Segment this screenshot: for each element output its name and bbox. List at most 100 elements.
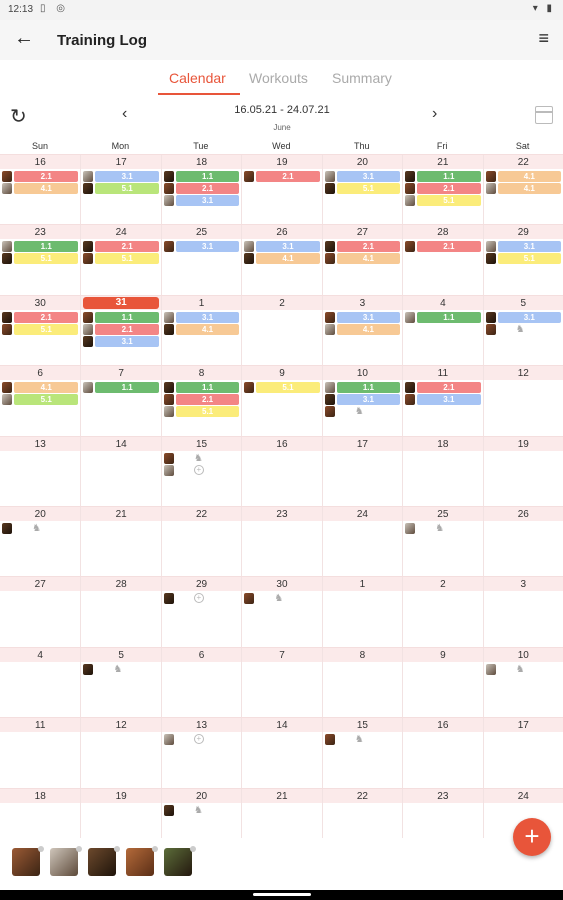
calendar-day-cell[interactable]: 9 5.1	[241, 366, 321, 437]
workout-bar[interactable]: 2.1	[175, 183, 240, 194]
calendar-day-cell[interactable]: 5 3.1 ♞	[482, 295, 563, 366]
calendar-day-cell[interactable]: 10 ♞	[482, 647, 563, 718]
workout-entry[interactable]: 3.1	[485, 311, 561, 324]
workout-bar[interactable]: 4.1	[14, 183, 79, 194]
workout-entry[interactable]: ♞	[163, 452, 239, 465]
calendar-day-cell[interactable]: 24	[321, 507, 402, 577]
workout-entry[interactable]: 4.1	[324, 323, 401, 336]
workout-bar[interactable]: 2.1	[175, 394, 240, 406]
calendar-day-cell[interactable]: 30 ♞	[241, 577, 321, 648]
workout-entry[interactable]: 5.1	[2, 323, 79, 336]
workout-entry[interactable]: ♞	[2, 523, 78, 535]
workout-bar[interactable]: 1.1	[417, 311, 481, 323]
workout-bar[interactable]: 4.1	[14, 382, 79, 394]
calendar-day-cell[interactable]: 28	[80, 577, 160, 648]
tab-summary[interactable]: Summary	[332, 70, 392, 86]
calendar-day-cell[interactable]: 15 ♞	[321, 718, 402, 789]
calendar-day-cell[interactable]: 27	[0, 577, 80, 647]
workout-bar[interactable]: 3.1	[417, 394, 481, 406]
workout-entry[interactable]: 4.1	[163, 323, 240, 336]
workout-entry[interactable]: 1.1	[324, 382, 401, 394]
workout-entry[interactable]: 2.1	[405, 241, 481, 253]
calendar-day-cell[interactable]: 1 3.1 4.1	[160, 295, 241, 366]
calendar-day-cell[interactable]: 16 2.1 4.1	[0, 155, 80, 225]
workout-bar[interactable]: 5.1	[95, 253, 159, 265]
calendar-day-cell[interactable]: 18	[0, 789, 80, 859]
workout-entry[interactable]: 3.1	[324, 171, 401, 183]
calendar-day-cell[interactable]: 19	[80, 788, 160, 859]
workout-entry[interactable]: 3.1	[163, 195, 240, 207]
workout-entry[interactable]: 2.1	[405, 183, 481, 195]
workout-bar[interactable]: 4.1	[175, 323, 240, 335]
calendar-day-cell[interactable]: 17 3.1 5.1	[80, 155, 160, 225]
calendar-day-cell[interactable]: 30 2.1 5.1	[0, 296, 80, 366]
back-arrow-icon[interactable]: ←	[14, 27, 34, 49]
workout-entry[interactable]: 4.1	[2, 382, 79, 394]
calendar-day-cell[interactable]: 26	[482, 507, 563, 577]
calendar-day-cell[interactable]: 20 3.1 5.1	[321, 155, 402, 225]
workout-entry[interactable]: 2.1	[163, 394, 240, 406]
calendar-day-cell[interactable]: 20 ♞	[0, 507, 80, 577]
workout-bar[interactable]: 3.1	[497, 241, 561, 253]
workout-entry[interactable]: ♞	[163, 804, 239, 817]
horse-outline-icon[interactable]: ♞	[515, 663, 525, 675]
workout-bar[interactable]: 2.1	[95, 241, 159, 253]
workout-entry[interactable]: ♞	[83, 663, 158, 676]
add-workout-button[interactable]: +	[513, 818, 551, 856]
workout-bar[interactable]: 5.1	[336, 183, 401, 194]
calendar-day-cell[interactable]: 6 4.1 5.1	[0, 366, 80, 436]
workout-bar[interactable]: 2.1	[14, 311, 79, 323]
workout-entry[interactable]: 2.1	[163, 183, 240, 195]
workout-entry[interactable]: 3.1	[324, 311, 401, 324]
horse-avatar-icon[interactable]	[126, 846, 158, 876]
workout-entry[interactable]: 5.1	[83, 253, 159, 265]
calendar-icon[interactable]	[535, 106, 553, 124]
workout-bar[interactable]: 5.1	[417, 195, 481, 206]
workout-entry[interactable]: ♞	[324, 406, 400, 418]
calendar-day-cell[interactable]: 16	[241, 436, 321, 507]
horse-outline-icon[interactable]: ♞	[193, 452, 203, 464]
workout-entry[interactable]: 2.1	[324, 241, 401, 253]
workout-entry[interactable]: 3.1	[324, 394, 401, 406]
workout-entry[interactable]: 5.1	[244, 382, 320, 394]
workout-bar[interactable]: 1.1	[175, 171, 240, 182]
workout-entry[interactable]: 4.1	[485, 183, 561, 195]
workout-entry[interactable]: 4.1	[244, 253, 320, 265]
horse-outline-icon[interactable]: ♞	[193, 804, 203, 816]
workout-entry[interactable]: 2.1	[244, 171, 320, 183]
workout-entry[interactable]: 3.1	[405, 394, 481, 406]
workout-entry[interactable]: +	[163, 734, 239, 746]
workout-bar[interactable]: 2.1	[336, 241, 401, 253]
workout-bar[interactable]: 2.1	[417, 382, 481, 394]
workout-entry[interactable]: ♞	[485, 663, 561, 676]
horse-avatar-icon[interactable]	[12, 846, 44, 876]
calendar-day-cell[interactable]: 3 3.1 4.1	[321, 295, 402, 366]
calendar-day-cell[interactable]: 18	[402, 436, 482, 507]
workout-bar[interactable]: 3.1	[95, 171, 159, 182]
workout-bar[interactable]: 5.1	[175, 406, 240, 418]
workout-entry[interactable]: 3.1	[485, 241, 561, 253]
home-indicator[interactable]	[253, 893, 311, 896]
calendar-day-cell[interactable]: 13 +	[160, 718, 241, 789]
calendar-day-cell[interactable]: 13	[0, 437, 80, 507]
workout-entry[interactable]: ♞	[485, 323, 561, 336]
calendar-day-cell[interactable]: 26 3.1 4.1	[241, 225, 321, 296]
calendar-day-cell[interactable]: 1	[321, 577, 402, 648]
workout-entry[interactable]: 3.1	[163, 241, 240, 253]
calendar-day-cell[interactable]: 18 1.1 2.1 3.1	[160, 155, 241, 225]
calendar-day-cell[interactable]: 25 ♞	[402, 507, 482, 577]
horse-avatar-icon[interactable]	[50, 846, 82, 876]
calendar-day-cell[interactable]: 12	[482, 366, 563, 437]
refresh-icon[interactable]: ↻	[10, 106, 27, 128]
calendar-day-cell[interactable]: 9	[402, 647, 482, 718]
calendar-day-cell[interactable]: 23	[402, 788, 482, 859]
workout-entry[interactable]: 4.1	[485, 171, 561, 183]
calendar-day-cell[interactable]: 15 ♞ +	[160, 436, 241, 507]
calendar-day-cell[interactable]: 27 2.1 4.1	[321, 225, 402, 296]
workout-entry[interactable]: +	[163, 593, 239, 605]
workout-bar[interactable]: 3.1	[336, 394, 401, 406]
workout-bar[interactable]: 3.1	[175, 195, 240, 206]
menu-icon[interactable]: ≡	[538, 28, 549, 48]
calendar-day-cell[interactable]: 11	[0, 718, 80, 788]
workout-bar[interactable]: 5.1	[95, 183, 159, 194]
